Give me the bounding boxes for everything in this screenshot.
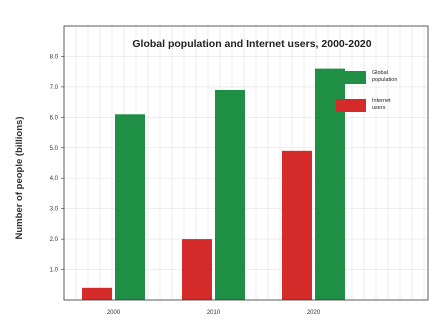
x-tick-label: 2010	[207, 310, 221, 316]
y-tick-label: 2.0	[50, 237, 59, 243]
y-tick-label: 3.0	[50, 207, 59, 213]
bar	[215, 89, 245, 300]
plot-frame	[63, 25, 429, 301]
bar	[282, 150, 312, 300]
legend-label: population	[372, 77, 397, 83]
bars	[82, 68, 345, 301]
axes: 2000 2010 2020 1.0 2.0 3.0 4.0 5.0 6.0 7.0 8.0	[50, 25, 429, 316]
y-tick-label: 6.0	[50, 115, 59, 121]
legend-label: Global	[372, 70, 388, 76]
legend-swatch	[336, 71, 366, 84]
x-tick-label: 2000	[107, 310, 121, 316]
y-tick-label: 8.0	[50, 54, 59, 60]
x-tick-label: 2020	[307, 310, 321, 316]
legend-swatch	[336, 99, 366, 112]
y-axis-label: Number of people (billions)	[14, 117, 25, 240]
bar	[182, 239, 212, 300]
y-tick-label: 4.0	[50, 176, 59, 182]
bar	[115, 114, 145, 301]
legend-label: users	[372, 105, 386, 111]
chart-title: Global population and Internet users, 20…	[132, 38, 371, 50]
bar	[82, 287, 112, 300]
y-tick-label: 7.0	[50, 85, 59, 91]
y-tick-label: 1.0	[50, 268, 59, 274]
y-tick-label: 5.0	[50, 146, 59, 152]
legend-label: Internet	[372, 98, 391, 104]
